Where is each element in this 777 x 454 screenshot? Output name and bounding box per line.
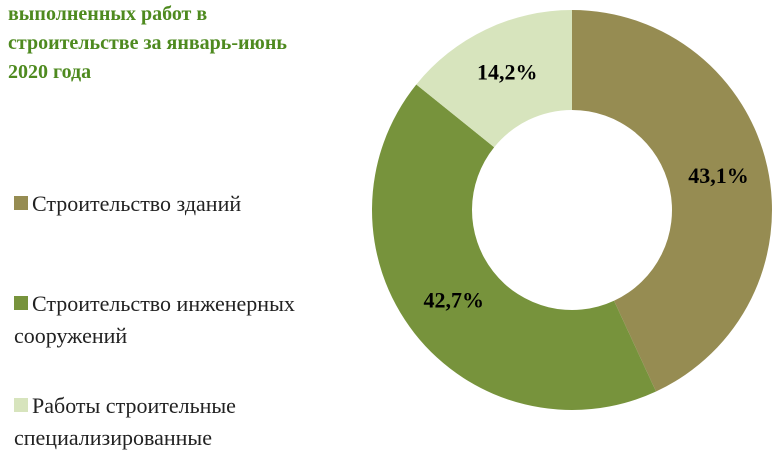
donut-slice xyxy=(416,10,572,148)
legend-label: Работы строительные специализированные xyxy=(14,393,236,450)
value-label: 14,2% xyxy=(477,60,538,85)
donut-slice xyxy=(572,10,772,392)
value-label: 43,1% xyxy=(688,163,749,188)
legend-swatch xyxy=(14,398,28,412)
legend-swatch xyxy=(14,196,28,210)
chart-title: выполненных работ в строительстве за янв… xyxy=(8,3,287,83)
value-label: 42,7% xyxy=(424,287,485,312)
legend-label: Строительство инженерных сооружений xyxy=(14,291,295,348)
legend-item: Строительство инженерных сооружений xyxy=(14,288,364,352)
legend-swatch xyxy=(14,296,28,310)
legend-item: Работы строительные специализированные xyxy=(14,390,364,454)
donut-slice xyxy=(371,84,657,410)
legend-label: Строительство зданий xyxy=(32,191,242,216)
legend-item: Строительство зданий xyxy=(14,188,364,220)
